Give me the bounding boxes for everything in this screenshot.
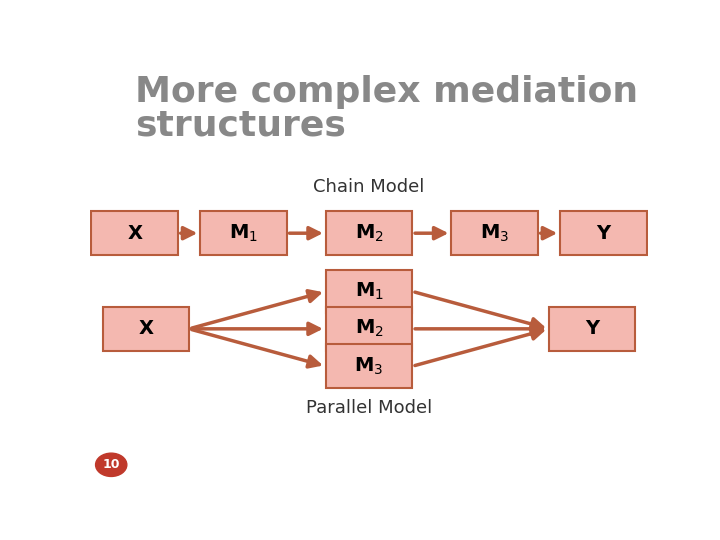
FancyBboxPatch shape (84, 60, 654, 485)
Text: M$_1$: M$_1$ (354, 281, 384, 302)
Text: X: X (127, 224, 142, 242)
FancyArrowPatch shape (415, 292, 543, 329)
FancyArrowPatch shape (192, 329, 320, 367)
FancyBboxPatch shape (102, 307, 189, 350)
FancyBboxPatch shape (325, 269, 413, 313)
FancyArrowPatch shape (415, 323, 542, 334)
Text: structures: structures (135, 109, 346, 143)
Text: X: X (138, 319, 153, 339)
FancyBboxPatch shape (560, 211, 647, 255)
Text: 10: 10 (102, 458, 120, 471)
Text: Y: Y (596, 224, 611, 242)
FancyArrowPatch shape (192, 291, 320, 328)
Circle shape (96, 453, 127, 476)
FancyArrowPatch shape (541, 228, 554, 239)
FancyArrowPatch shape (181, 228, 194, 239)
FancyArrowPatch shape (415, 328, 543, 366)
Text: M$_2$: M$_2$ (354, 318, 384, 340)
Text: M$_3$: M$_3$ (354, 356, 384, 377)
Text: M$_3$: M$_3$ (480, 222, 509, 244)
FancyArrowPatch shape (289, 228, 319, 239)
FancyArrowPatch shape (415, 228, 445, 239)
FancyBboxPatch shape (325, 345, 413, 388)
FancyBboxPatch shape (549, 307, 636, 350)
Text: Chain Model: Chain Model (313, 178, 425, 197)
FancyBboxPatch shape (451, 211, 538, 255)
Text: M$_1$: M$_1$ (229, 222, 258, 244)
Text: M$_2$: M$_2$ (354, 222, 384, 244)
Text: Y: Y (585, 319, 599, 339)
Text: Parallel Model: Parallel Model (306, 399, 432, 417)
FancyBboxPatch shape (325, 211, 413, 255)
FancyBboxPatch shape (325, 307, 413, 350)
FancyBboxPatch shape (200, 211, 287, 255)
FancyBboxPatch shape (91, 211, 178, 255)
FancyArrowPatch shape (192, 323, 319, 334)
Text: More complex mediation: More complex mediation (135, 75, 638, 109)
